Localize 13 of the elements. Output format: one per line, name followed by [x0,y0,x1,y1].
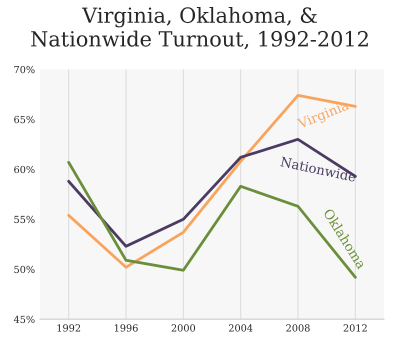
y-tick-label: 45% [14,316,35,324]
x-tick-label: 2008 [286,324,310,332]
y-tick-label: 55% [14,216,35,224]
y-tick-label: 65% [14,116,35,124]
x-tick-label: 2000 [172,324,196,332]
y-tick-label: 70% [14,66,35,74]
y-tick-label: 50% [14,266,35,274]
x-tick-label: 1996 [114,324,138,332]
y-tick-label: 60% [14,166,35,174]
chart-title: Virginia, Oklahoma, & Nationwide Turnout, 1992-2012 [31,6,368,50]
x-tick-label: 2004 [228,324,253,332]
x-tick-label: 2012 [344,324,367,332]
x-tick-label: 1992 [57,324,80,332]
